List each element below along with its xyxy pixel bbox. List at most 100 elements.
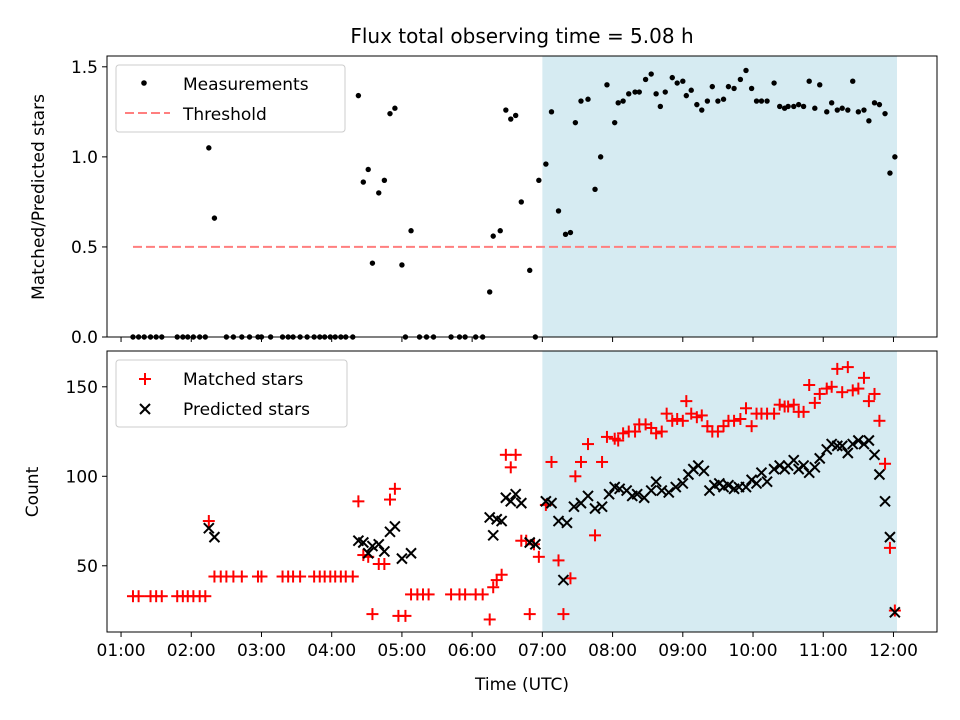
predicted-star-point	[768, 463, 780, 475]
measurement-point	[369, 260, 376, 266]
matched-star-point	[202, 515, 215, 528]
measurement-point	[497, 228, 503, 234]
matched-star-point	[523, 608, 536, 621]
legend-threshold-label: Threshold	[182, 105, 267, 125]
predicted-star-point	[208, 531, 221, 543]
predicted-star-point	[842, 447, 854, 459]
measurement-point	[381, 177, 388, 183]
matched-star-point	[787, 398, 800, 411]
matched-star-point	[888, 604, 901, 617]
measurement-point	[611, 119, 618, 126]
measurement-point	[585, 96, 591, 102]
x-tick-label: 11:00	[799, 641, 848, 661]
measurement-point	[567, 229, 574, 236]
matched-star-point	[199, 590, 212, 603]
x-tick-label: 12:00	[869, 641, 918, 661]
predicted-star-point	[788, 454, 800, 466]
predicted-star-point	[589, 502, 601, 515]
measurement-point	[527, 267, 533, 274]
predicted-star-point	[879, 495, 891, 508]
x-tick-label: 09:00	[658, 641, 707, 661]
matched-star-point	[671, 413, 684, 426]
x-tick-label: 10:00	[729, 641, 778, 661]
predicted-star-point	[852, 434, 865, 447]
legend-measurements-marker	[141, 80, 147, 86]
predicted-star-point	[495, 515, 508, 527]
predicted-star-point	[505, 495, 517, 508]
y-tick-label: 0.0	[71, 328, 98, 348]
measurement-point	[866, 118, 872, 124]
measurement-point	[861, 107, 867, 113]
top-legend: Measurements Threshold	[115, 64, 346, 133]
matched-star-point	[883, 541, 896, 554]
measurement-point	[764, 98, 770, 104]
measurement-point	[699, 107, 705, 113]
measurement-point	[408, 228, 414, 234]
chart-title: Flux total observing time = 5.08 h	[350, 24, 693, 48]
predicted-star-point	[366, 540, 379, 552]
matched-star-point	[574, 455, 587, 468]
predicted-star-point	[656, 484, 668, 497]
matched-star-point	[600, 430, 613, 443]
measurement-point	[642, 76, 649, 83]
matched-star-point	[846, 384, 859, 397]
measurement-point	[360, 179, 367, 185]
measurement-point	[632, 89, 638, 95]
measurement-point	[211, 215, 218, 221]
matched-star-point	[711, 425, 724, 438]
matched-star-point	[797, 405, 810, 418]
matched-star-point	[509, 448, 522, 461]
measurement-point	[548, 109, 555, 115]
measurement-point	[715, 98, 721, 104]
measurement-point	[731, 85, 737, 92]
matched-star-point	[676, 414, 689, 427]
measurement-point	[882, 110, 888, 117]
bottom-legend-box	[115, 359, 348, 428]
measurement-point	[572, 119, 579, 126]
bottom-y-axis-label: Count	[23, 466, 43, 517]
predicted-star-point	[596, 501, 608, 513]
matched-star-point	[459, 588, 472, 601]
matched-star-point	[873, 414, 886, 427]
measurement-point	[387, 110, 393, 117]
predicted-star-point	[396, 552, 408, 565]
matched-star-point	[366, 608, 379, 621]
matched-star-point	[383, 493, 396, 506]
measurement-point	[871, 100, 878, 106]
matched-star-point	[476, 588, 489, 601]
y-tick-label: 0.5	[71, 238, 98, 258]
matched-star-point	[352, 495, 365, 508]
measurement-point	[850, 78, 856, 84]
measurement-point	[817, 82, 823, 88]
measurement-point	[694, 101, 700, 108]
measurement-point	[688, 87, 694, 93]
measurement-point	[620, 98, 626, 104]
matched-star-point	[255, 570, 268, 583]
predicted-star-point	[603, 488, 615, 500]
measurement-point	[704, 98, 711, 104]
top-legend-box	[115, 64, 346, 133]
measurement-point	[753, 98, 760, 104]
measurement-points	[130, 67, 898, 340]
measurement-point	[795, 101, 802, 108]
matched-star-point	[617, 427, 630, 440]
predicted-star-point	[797, 459, 810, 472]
matched-star-point	[734, 413, 747, 426]
top-y-ticks: 0.0 0.5 1.0 1.5	[71, 58, 107, 348]
matched-star-point	[768, 407, 781, 420]
legend-predicted-marker	[139, 403, 151, 415]
matched-star-point	[695, 409, 708, 422]
measurement-point	[503, 107, 509, 113]
legend-predicted-label: Predicted stars	[183, 400, 310, 420]
matched-star-point	[589, 529, 602, 542]
measurement-point	[748, 85, 755, 92]
predicted-star-point	[847, 438, 859, 450]
matched-star-point	[803, 379, 816, 392]
predicted-star-point	[863, 434, 875, 447]
matched-star-point	[487, 581, 500, 594]
predicted-star-point	[650, 475, 662, 488]
matched-star-point	[504, 461, 517, 474]
measurement-point	[578, 98, 584, 104]
